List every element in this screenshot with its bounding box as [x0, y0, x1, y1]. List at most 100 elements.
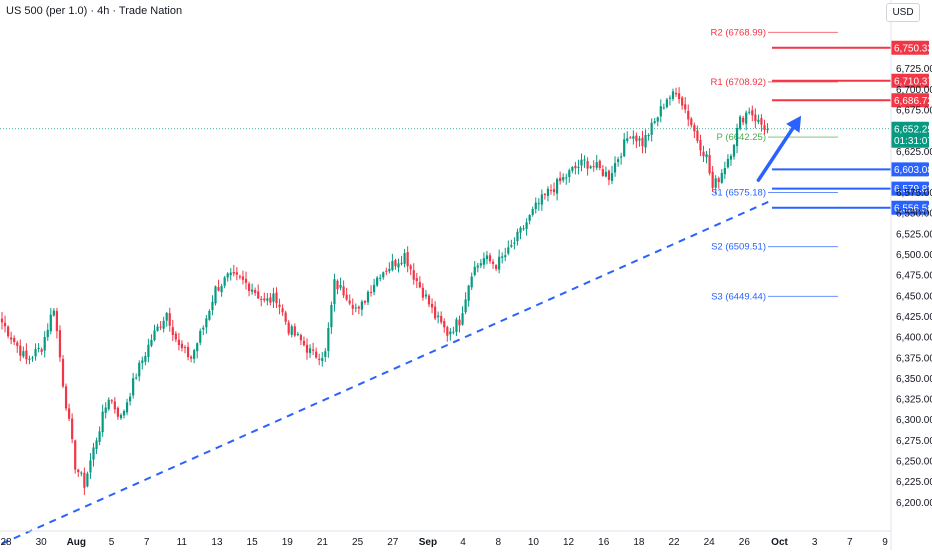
candle-body	[281, 308, 284, 313]
x-tick-label: Aug	[67, 537, 86, 548]
candle-body	[278, 304, 281, 307]
candle-body	[61, 358, 65, 387]
candle-body	[498, 256, 501, 270]
candle-body	[717, 178, 720, 183]
x-tick-label: 12	[563, 537, 575, 548]
candle-body	[290, 326, 293, 335]
x-tick-label: 18	[633, 537, 645, 548]
candle-body	[208, 310, 211, 320]
candle-body	[251, 289, 254, 292]
candle-body	[647, 134, 650, 137]
x-tick-label: 21	[317, 537, 329, 548]
candle-body	[556, 179, 559, 194]
candle-body	[690, 118, 693, 126]
pivot-levels: R2 (6768.99) R1 (6708.92) P (6642.25) S1 (6…	[711, 27, 838, 302]
candle-body	[226, 273, 229, 278]
projection-arrow-shaft	[756, 126, 795, 182]
candle-body	[327, 327, 330, 352]
candle-body	[559, 177, 562, 182]
candle-body	[3, 322, 7, 327]
candle-body	[7, 326, 10, 337]
candle-body	[446, 327, 449, 336]
candle-body	[537, 203, 540, 205]
candle-body	[470, 276, 473, 288]
candle-body	[394, 260, 397, 267]
countdown-label: 01:31:07	[894, 136, 932, 147]
candle-body	[138, 362, 141, 377]
candle-body	[116, 407, 119, 417]
candle-body	[574, 165, 577, 169]
key-level-tag	[891, 181, 929, 196]
candle-body	[580, 159, 583, 166]
candle-body	[34, 349, 37, 357]
candle-body	[452, 331, 455, 333]
candle-body	[55, 311, 58, 332]
candle-body	[336, 280, 339, 290]
candle-body	[22, 351, 25, 357]
candle-body	[653, 121, 656, 123]
candle-body	[577, 166, 580, 168]
x-tick-label: 7	[847, 537, 853, 548]
x-tick-label: 25	[352, 537, 364, 548]
candle-body	[199, 330, 202, 343]
candle-body	[464, 299, 467, 313]
trendline-layer	[1, 199, 772, 545]
candle-body	[156, 326, 159, 331]
x-tick-label: 15	[247, 537, 259, 548]
candle-body	[202, 327, 205, 330]
candle-body	[430, 303, 434, 308]
x-tick-label: 8	[495, 537, 501, 548]
candle-body	[299, 334, 302, 341]
candle-body	[19, 345, 22, 356]
candle-body	[168, 313, 171, 326]
y-tick-label: 6,325.00	[896, 395, 932, 406]
candle-body	[247, 283, 251, 292]
candle-body	[491, 261, 495, 264]
currency-selector[interactable]: USD	[886, 3, 920, 22]
candle-body	[330, 305, 333, 328]
candle-body	[702, 151, 705, 157]
candle-body	[409, 265, 412, 270]
x-tick-label: 9	[882, 537, 888, 548]
candle-body	[421, 287, 424, 298]
candle-body	[162, 320, 165, 329]
x-tick-label: 30	[36, 537, 48, 548]
candle-body	[391, 261, 394, 271]
candle-body	[37, 347, 40, 350]
candle-body	[150, 339, 153, 346]
candle-body	[49, 314, 52, 332]
candle-body	[153, 330, 156, 341]
candle-body	[263, 298, 266, 301]
candle-body	[80, 472, 83, 474]
pivot-label: S3 (6449.44)	[711, 291, 766, 302]
projection-arrow-head	[786, 115, 802, 133]
y-tick-label: 6,625.00	[896, 147, 932, 158]
candle-body	[31, 357, 34, 359]
x-tick-label: 16	[598, 537, 610, 548]
candle-body	[257, 291, 260, 299]
key-level-tag	[891, 73, 929, 88]
candle-body	[528, 215, 531, 221]
candle-body	[678, 93, 681, 100]
candle-body	[354, 307, 357, 309]
candle-body	[766, 128, 769, 130]
candle-body	[119, 414, 123, 419]
candle-body	[604, 171, 607, 177]
candle-body	[339, 285, 342, 288]
candle-body	[708, 155, 711, 174]
candle-body	[254, 289, 257, 293]
candle-body	[397, 263, 400, 268]
candle-body	[671, 91, 675, 99]
candle-body	[211, 301, 214, 311]
candle-body	[595, 162, 598, 168]
candle-body	[220, 286, 223, 293]
candle-body	[196, 343, 199, 352]
candle-body	[589, 166, 592, 169]
projection-arrow-layer	[756, 115, 802, 182]
key-level-tag	[891, 200, 929, 215]
x-tick-label: Sep	[419, 537, 437, 548]
candle-body	[543, 194, 546, 196]
candle-body	[620, 156, 623, 158]
